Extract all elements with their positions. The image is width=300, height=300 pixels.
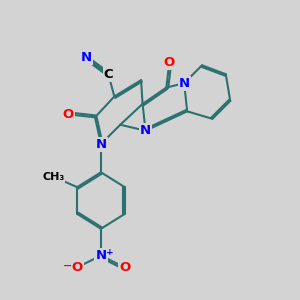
Text: O: O [164,56,175,69]
Text: C: C [103,68,113,81]
Text: CH₃: CH₃ [42,172,64,182]
Text: +: + [106,248,114,257]
Text: N: N [178,76,190,90]
Text: O: O [63,108,74,121]
Text: N: N [95,249,106,262]
Text: N: N [140,124,151,137]
Text: N: N [80,51,92,64]
Text: O: O [72,261,83,274]
Text: −: − [62,261,72,271]
Text: O: O [119,261,130,274]
Text: N: N [95,138,106,151]
